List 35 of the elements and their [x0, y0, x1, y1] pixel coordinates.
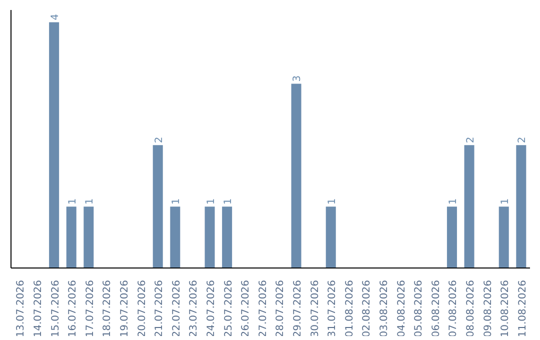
bar [446, 206, 457, 268]
bar [326, 206, 336, 268]
bar [498, 206, 509, 268]
data-label: 2 [154, 136, 165, 144]
bar [464, 145, 474, 268]
bar [66, 206, 76, 268]
data-label: 3 [292, 75, 304, 82]
x-tick-label: 13.07.2026 [16, 280, 27, 338]
bar [222, 206, 232, 268]
x-tick-label: 18.07.2026 [102, 280, 114, 338]
data-label: 1 [500, 198, 511, 205]
data-label: 1 [448, 198, 459, 205]
bar [49, 22, 60, 268]
bar [84, 206, 94, 268]
data-label: 2 [517, 136, 528, 144]
data-label: 4 [50, 14, 62, 20]
x-tick-label: 17.07.2026 [84, 280, 96, 338]
bar [152, 145, 163, 268]
x-tick-label: 15.07.2026 [50, 280, 62, 338]
data-label: 1 [206, 198, 217, 205]
data-label: 1 [67, 198, 78, 205]
data-label: 2 [465, 136, 476, 144]
data-label: 1 [223, 198, 234, 205]
data-label: 1 [326, 198, 338, 205]
data-label: 1 [84, 198, 96, 205]
bar [291, 84, 302, 268]
x-tick-label: 10.08.2026 [500, 280, 512, 338]
data-label: 1 [171, 198, 182, 205]
bar [204, 206, 215, 268]
bar [170, 206, 180, 268]
x-tick-label: 19.07.2026 [119, 280, 130, 338]
x-tick-label: 11.08.2026 [517, 280, 528, 338]
x-tick-label: 16.07.2026 [68, 280, 79, 338]
bar [516, 145, 526, 268]
x-tick-label: 14.07.2026 [32, 280, 44, 338]
